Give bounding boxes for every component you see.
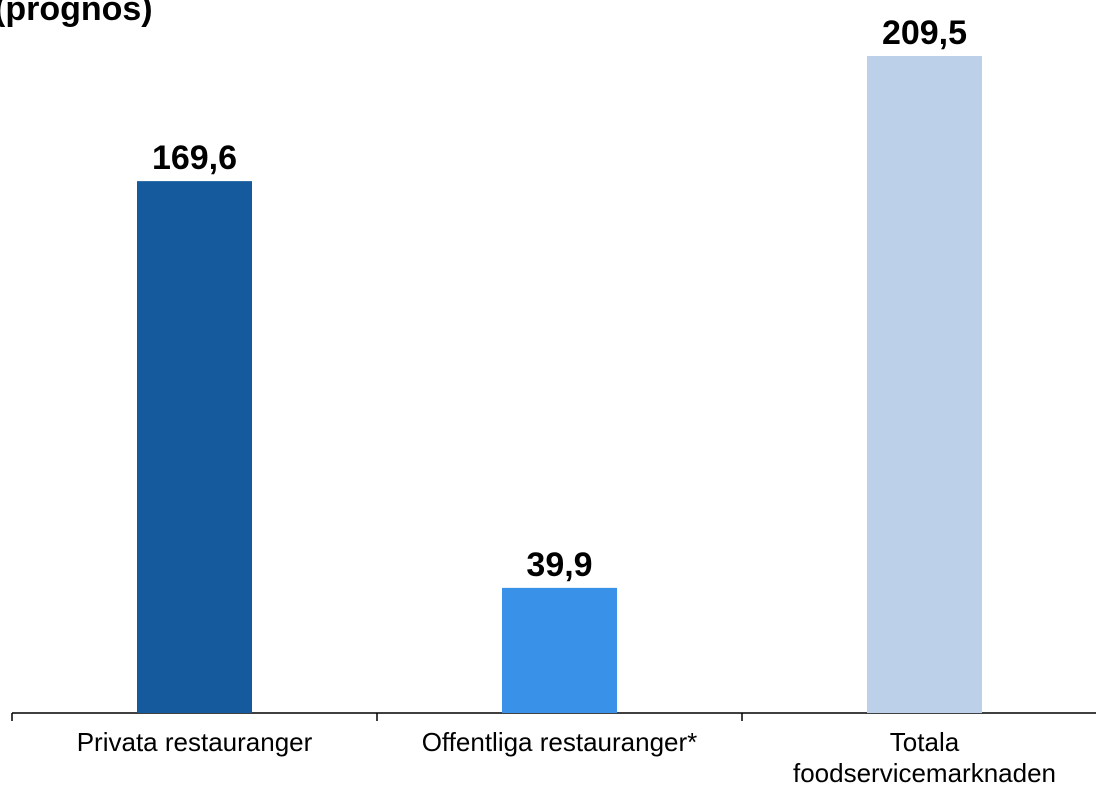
x-tick-label: Privata restauranger [76, 727, 313, 757]
x-tick-label: Totala foodservicemarknaden [792, 727, 1057, 788]
bar [137, 181, 252, 713]
x-tick-label: Offentliga restauranger* [421, 727, 698, 757]
bar [502, 587, 617, 713]
data-label: 39,9 [526, 546, 592, 584]
data-label: 169,6 [152, 139, 237, 177]
data-label: 209,5 [882, 14, 967, 52]
bar [867, 56, 982, 713]
chart-title: (prognos) [0, 0, 153, 28]
